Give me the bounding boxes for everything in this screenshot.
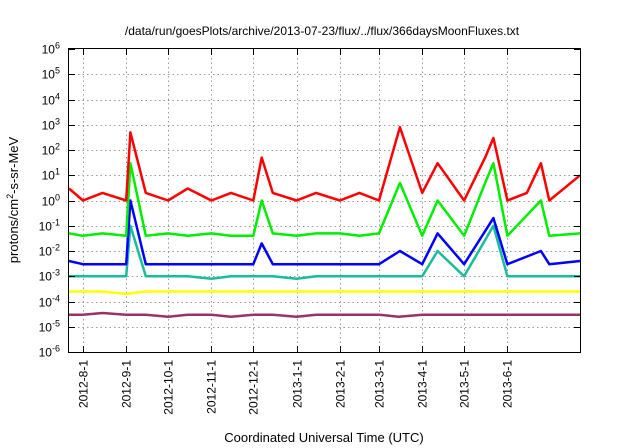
x-tick-label: 2013-5-1 — [458, 360, 472, 408]
y-tick-label: 10-4 — [39, 294, 60, 310]
chart-title: /data/run/goesPlots/archive/2013-07-23/f… — [125, 24, 520, 38]
y-tick-label-exponent: -5 — [52, 319, 60, 329]
x-tick-label: 2012-9-1 — [120, 360, 134, 408]
y-tick-label-base: 10 — [39, 245, 53, 259]
y-tick-label: 103 — [42, 117, 60, 133]
y-tick-label-exponent: -3 — [52, 268, 60, 278]
y-tick-label-base: 10 — [42, 94, 56, 108]
series-line — [69, 311, 580, 318]
y-tick-label: 100 — [42, 193, 60, 209]
y-tick-label-base: 10 — [39, 270, 53, 284]
series-line — [68, 161, 581, 238]
y-tick-label-exponent: 0 — [55, 193, 60, 203]
x-tick-label: 2012-12-1 — [247, 360, 261, 415]
y-tick-label-base: 10 — [42, 169, 56, 183]
y-tick-label: 105 — [42, 66, 60, 82]
y-axis-title: protons/cm2-s-sr-MeV — [5, 136, 21, 263]
y-tick-label: 101 — [42, 167, 60, 183]
y-tick-label-exponent: 6 — [55, 41, 60, 51]
x-tick-label: 2013-1-1 — [291, 360, 305, 408]
x-tick-label: 2013-3-1 — [373, 360, 387, 408]
x-tick-labels: 2012-8-1 2012-9-1 2012-10-1 2012-11-1 2012-1… — [77, 360, 515, 415]
y-tick-label-exponent: -2 — [52, 243, 60, 253]
series-line — [68, 125, 581, 202]
series-line — [68, 199, 581, 266]
y-tick-label-base: 10 — [42, 43, 56, 57]
y-tick-label-exponent: 4 — [55, 92, 60, 102]
y-tick-label-base: 10 — [42, 119, 56, 133]
y-tick-label-base: 10 — [39, 296, 53, 310]
x-tick-label: 2013-2-1 — [334, 360, 348, 408]
y-tick-label-base: 10 — [39, 346, 53, 360]
y-tick-label-exponent: 5 — [55, 66, 60, 76]
y-tick-label: 10-6 — [39, 344, 60, 360]
plot-frame — [68, 48, 581, 353]
y-tick-label-exponent: 3 — [55, 117, 60, 127]
x-tick-label: 2012-10-1 — [162, 360, 176, 415]
y-axis-title-sup: 2 — [5, 194, 15, 199]
x-tick-label: 2012-11-1 — [205, 360, 219, 414]
y-tick-label: 102 — [42, 142, 60, 158]
y-tick-label-base: 10 — [39, 321, 53, 335]
y-tick-label: 10-2 — [39, 243, 60, 259]
x-axis-title: Coordinated Universal Time (UTC) — [224, 430, 423, 445]
y-tick-label-base: 10 — [42, 144, 56, 158]
y-tick-labels: 10-610-510-410-310-210-11001011021031041… — [39, 41, 60, 360]
series-line — [69, 290, 580, 296]
y-tick-label: 10-5 — [39, 319, 60, 335]
y-tick-label-base: 10 — [42, 195, 56, 209]
y-tick-label: 104 — [42, 92, 60, 108]
y-tick-label-exponent: -1 — [52, 218, 60, 228]
axis-ticks — [68, 48, 581, 353]
y-tick-label-base: 10 — [42, 68, 56, 82]
y-tick-label-exponent: 1 — [55, 167, 60, 177]
series-line — [69, 224, 580, 280]
x-tick-label: 2013-4-1 — [416, 360, 430, 408]
y-tick-label-exponent: -6 — [52, 344, 60, 354]
x-tick-label: 2012-8-1 — [77, 360, 91, 408]
y-axis-title-rest: -s-sr-MeV — [6, 136, 21, 193]
y-tick-label-exponent: 2 — [55, 142, 60, 152]
y-axis-title-main: protons/cm — [6, 199, 21, 263]
y-tick-label: 10-3 — [39, 268, 60, 284]
x-tick-label: 2013-6-1 — [501, 360, 515, 408]
y-tick-label: 106 — [42, 41, 60, 57]
series-lines — [68, 125, 581, 318]
y-tick-label-base: 10 — [39, 220, 53, 234]
y-tick-label-exponent: -4 — [52, 294, 60, 304]
y-tick-label: 10-1 — [39, 218, 60, 234]
grid-lines — [69, 49, 580, 352]
